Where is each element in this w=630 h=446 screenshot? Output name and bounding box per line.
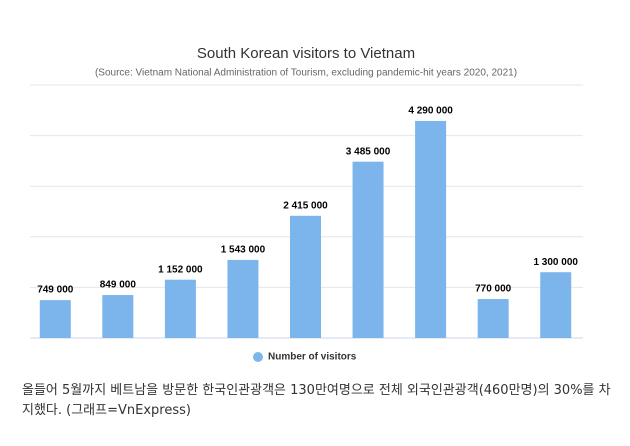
bar — [415, 120, 447, 339]
legend-label: Number of visitors — [268, 352, 357, 363]
chart: South Korean visitors to Vietnam (Source… — [30, 45, 583, 363]
bar — [540, 272, 572, 338]
value-label: 749 000 — [37, 285, 74, 296]
bar — [164, 279, 196, 338]
value-label: 1 152 000 — [158, 264, 203, 275]
bar — [102, 295, 134, 338]
value-label: 1 543 000 — [221, 245, 266, 256]
bar — [39, 300, 71, 338]
caption: 올들어 5월까지 베트남을 방문한 한국인관광객은 130만여명으로 전체 외국… — [22, 383, 611, 418]
value-label: 3 485 000 — [346, 146, 391, 157]
bar — [227, 259, 259, 338]
chart-title: South Korean visitors to Vietnam — [197, 45, 415, 62]
bar — [477, 299, 509, 338]
value-label: 770 000 — [475, 284, 512, 295]
legend-marker — [253, 352, 263, 362]
bar — [352, 161, 384, 338]
chart-subtitle: (Source: Vietnam National Administration… — [95, 68, 517, 79]
value-label: 849 000 — [100, 280, 137, 291]
value-label: 1 300 000 — [533, 257, 578, 268]
value-label: 4 290 000 — [408, 106, 453, 117]
value-label: 2 415 000 — [283, 200, 328, 211]
bar — [290, 215, 321, 338]
